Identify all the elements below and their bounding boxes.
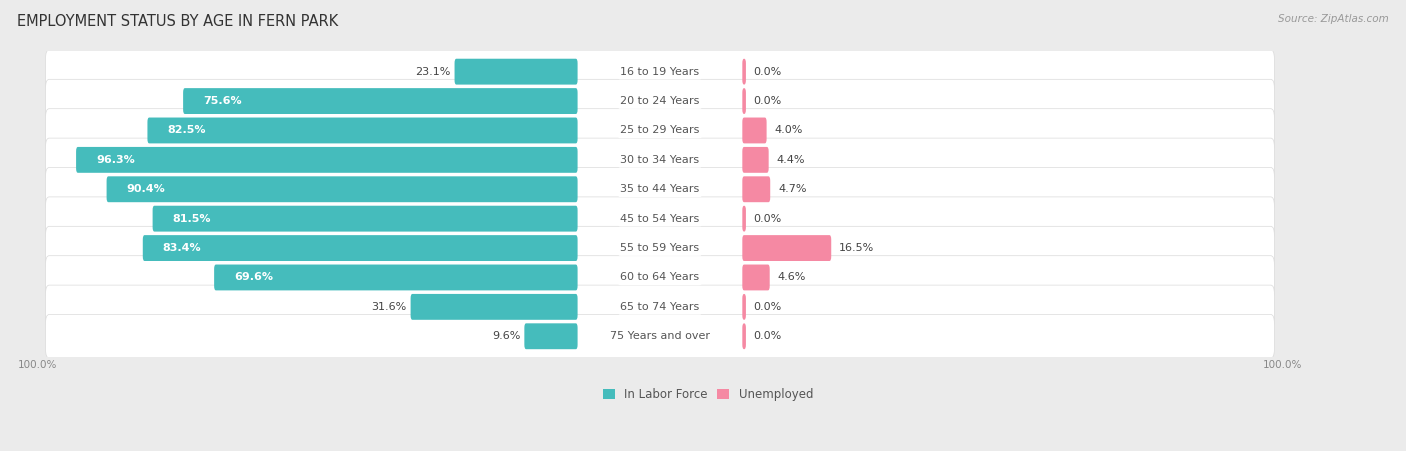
Text: 0.0%: 0.0% xyxy=(754,67,782,77)
FancyBboxPatch shape xyxy=(183,88,578,114)
FancyBboxPatch shape xyxy=(742,118,766,143)
Text: 0.0%: 0.0% xyxy=(754,96,782,106)
Text: 69.6%: 69.6% xyxy=(233,272,273,282)
FancyBboxPatch shape xyxy=(148,118,578,143)
Text: 25 to 29 Years: 25 to 29 Years xyxy=(620,125,700,135)
Text: 90.4%: 90.4% xyxy=(127,184,165,194)
Text: 16 to 19 Years: 16 to 19 Years xyxy=(620,67,700,77)
FancyBboxPatch shape xyxy=(143,235,578,261)
FancyBboxPatch shape xyxy=(45,79,1274,123)
FancyBboxPatch shape xyxy=(742,323,747,349)
FancyBboxPatch shape xyxy=(742,206,747,232)
FancyBboxPatch shape xyxy=(45,226,1274,270)
Text: 83.4%: 83.4% xyxy=(163,243,201,253)
Text: 9.6%: 9.6% xyxy=(492,331,520,341)
Text: Source: ZipAtlas.com: Source: ZipAtlas.com xyxy=(1278,14,1389,23)
Legend: In Labor Force, Unemployed: In Labor Force, Unemployed xyxy=(599,383,818,406)
Text: 45 to 54 Years: 45 to 54 Years xyxy=(620,214,700,224)
FancyBboxPatch shape xyxy=(45,314,1274,358)
Text: 75.6%: 75.6% xyxy=(202,96,242,106)
FancyBboxPatch shape xyxy=(524,323,578,349)
FancyBboxPatch shape xyxy=(153,206,578,232)
Text: 60 to 64 Years: 60 to 64 Years xyxy=(620,272,700,282)
FancyBboxPatch shape xyxy=(45,285,1274,329)
Text: 4.0%: 4.0% xyxy=(775,125,803,135)
Text: 31.6%: 31.6% xyxy=(371,302,406,312)
FancyBboxPatch shape xyxy=(742,147,769,173)
Text: 81.5%: 81.5% xyxy=(173,214,211,224)
FancyBboxPatch shape xyxy=(214,265,578,290)
FancyBboxPatch shape xyxy=(45,50,1274,93)
Text: 0.0%: 0.0% xyxy=(754,331,782,341)
FancyBboxPatch shape xyxy=(742,88,747,114)
FancyBboxPatch shape xyxy=(45,167,1274,211)
FancyBboxPatch shape xyxy=(742,176,770,202)
Text: 65 to 74 Years: 65 to 74 Years xyxy=(620,302,700,312)
Text: 4.7%: 4.7% xyxy=(778,184,807,194)
FancyBboxPatch shape xyxy=(45,138,1274,182)
FancyBboxPatch shape xyxy=(742,265,769,290)
FancyBboxPatch shape xyxy=(76,147,578,173)
Text: 82.5%: 82.5% xyxy=(167,125,205,135)
Text: 4.4%: 4.4% xyxy=(776,155,806,165)
FancyBboxPatch shape xyxy=(45,197,1274,240)
FancyBboxPatch shape xyxy=(742,235,831,261)
Text: 4.6%: 4.6% xyxy=(778,272,806,282)
FancyBboxPatch shape xyxy=(742,294,747,320)
Text: 0.0%: 0.0% xyxy=(754,302,782,312)
Text: 75 Years and over: 75 Years and over xyxy=(610,331,710,341)
Text: 30 to 34 Years: 30 to 34 Years xyxy=(620,155,700,165)
FancyBboxPatch shape xyxy=(45,109,1274,152)
Text: 20 to 24 Years: 20 to 24 Years xyxy=(620,96,700,106)
Text: 35 to 44 Years: 35 to 44 Years xyxy=(620,184,700,194)
FancyBboxPatch shape xyxy=(742,59,747,85)
Text: 16.5%: 16.5% xyxy=(839,243,875,253)
Text: 96.3%: 96.3% xyxy=(96,155,135,165)
Text: 55 to 59 Years: 55 to 59 Years xyxy=(620,243,700,253)
FancyBboxPatch shape xyxy=(411,294,578,320)
FancyBboxPatch shape xyxy=(454,59,578,85)
Text: 0.0%: 0.0% xyxy=(754,214,782,224)
Text: 23.1%: 23.1% xyxy=(415,67,450,77)
FancyBboxPatch shape xyxy=(45,256,1274,299)
FancyBboxPatch shape xyxy=(107,176,578,202)
Text: EMPLOYMENT STATUS BY AGE IN FERN PARK: EMPLOYMENT STATUS BY AGE IN FERN PARK xyxy=(17,14,337,28)
